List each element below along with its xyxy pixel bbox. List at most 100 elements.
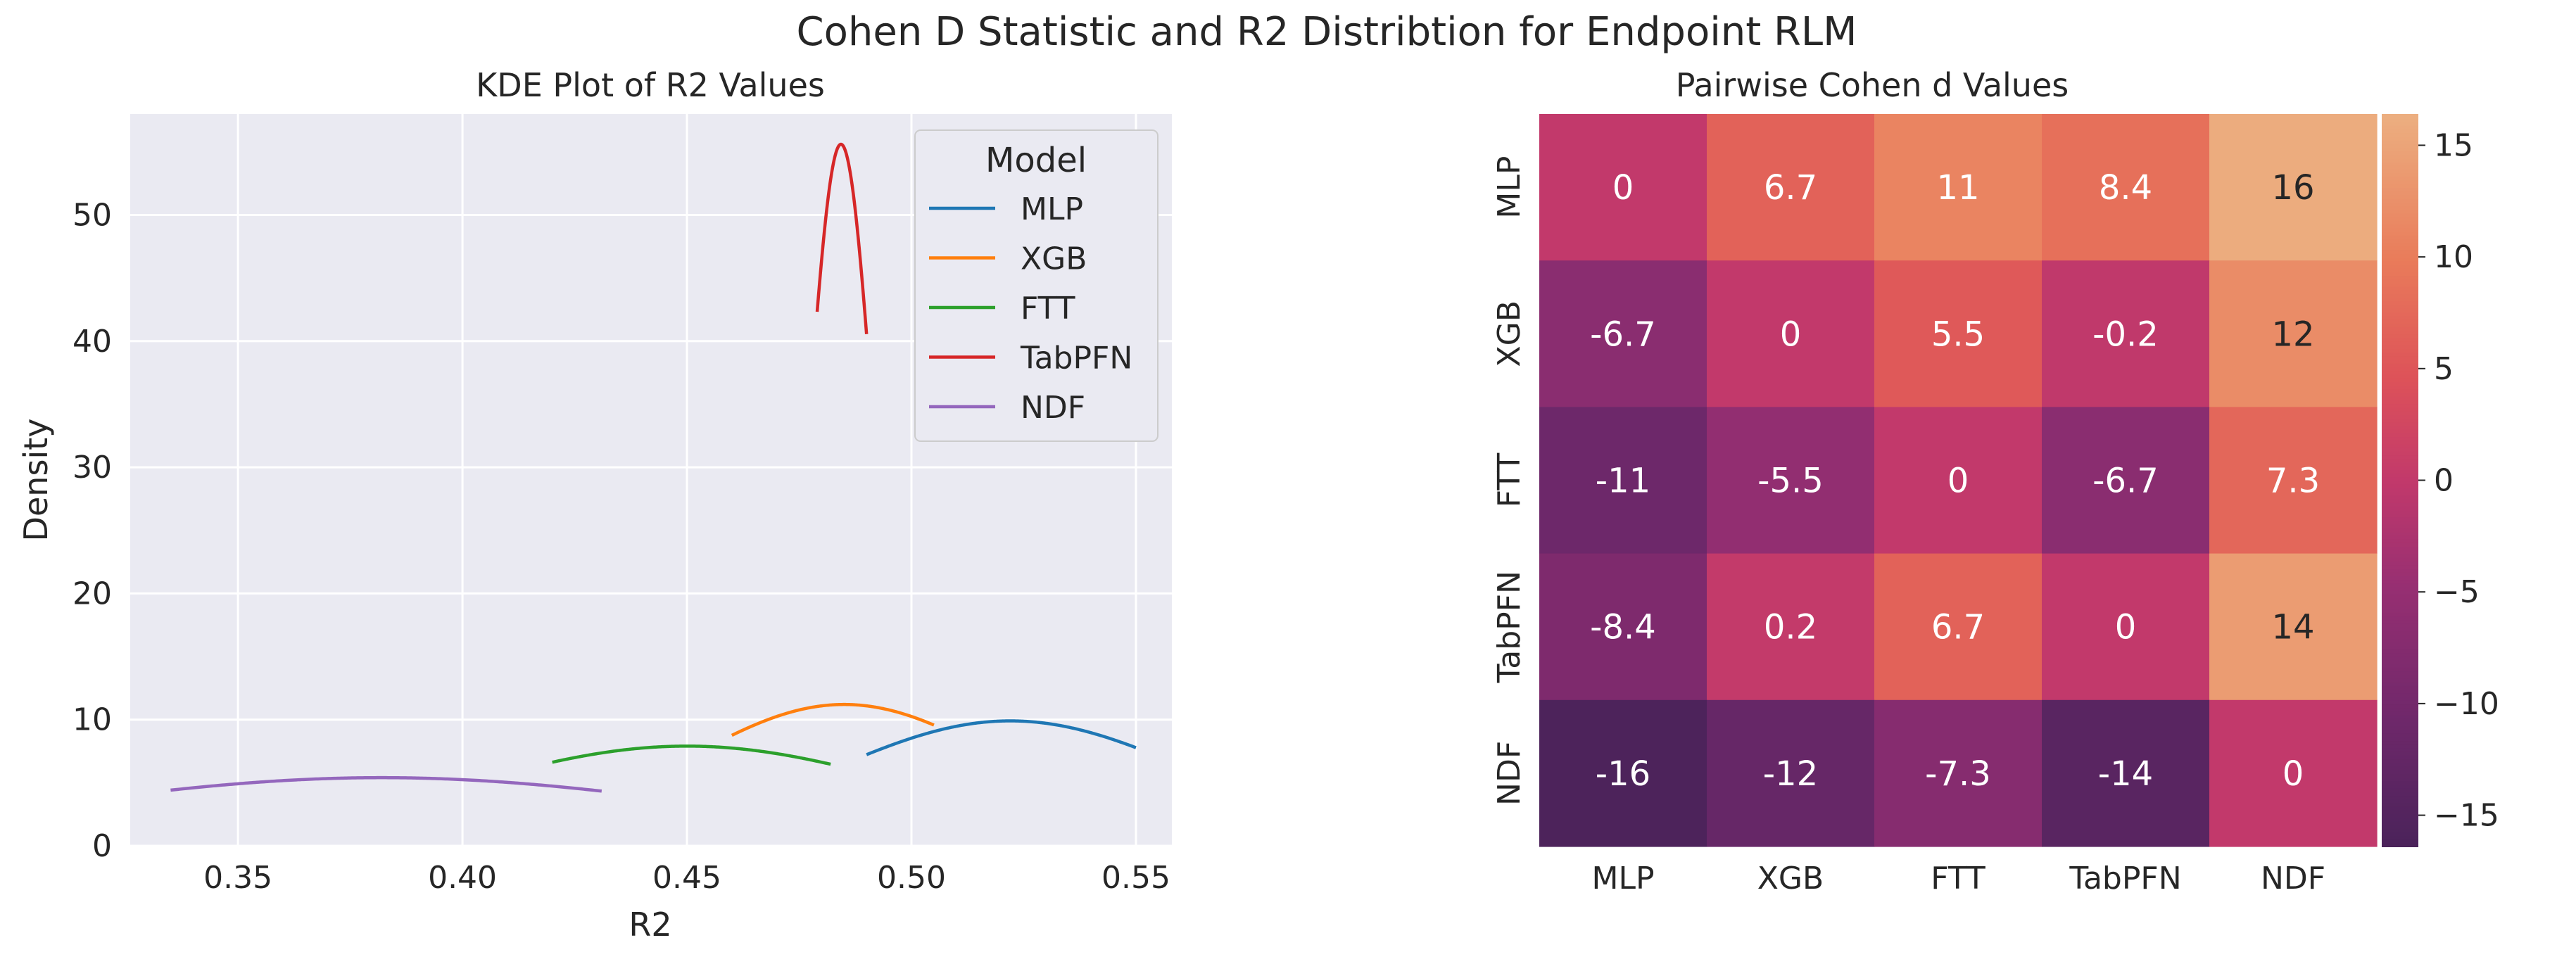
colorbar-segment <box>2382 476 2418 481</box>
colorbar-segment <box>2382 619 2418 624</box>
colorbar-segment <box>2382 355 2418 360</box>
heatmap-cell-label: -7.3 <box>1925 754 1991 794</box>
colorbar-segment <box>2382 362 2418 368</box>
colorbar-segment <box>2382 571 2418 576</box>
colorbar-segment <box>2382 246 2418 250</box>
colorbar-segment <box>2382 348 2418 353</box>
colorbar-segment <box>2382 114 2418 119</box>
colorbar-segment <box>2382 279 2418 284</box>
colorbar-segment <box>2382 638 2418 642</box>
colorbar-segment <box>2382 132 2418 137</box>
heatmap-cells <box>1539 114 2378 847</box>
heatmap-cell-label: -6.7 <box>1590 315 1656 354</box>
colorbar-segment <box>2382 531 2418 536</box>
colorbar-segment <box>2382 447 2418 452</box>
heatmap-row-label: XGB <box>1491 300 1527 367</box>
colorbar-segment <box>2382 809 2418 815</box>
colorbar-segment <box>2382 641 2418 646</box>
colorbar-segment <box>2382 824 2418 829</box>
colorbar-segment <box>2382 158 2418 163</box>
kde-y-tick-label: 50 <box>72 197 112 233</box>
figure-title: Cohen D Statistic and R2 Distribtion for… <box>797 9 1857 55</box>
heatmap-cell-label: -12 <box>1763 754 1818 794</box>
colorbar-segment <box>2382 820 2418 825</box>
colorbar-segment <box>2382 704 2418 709</box>
colorbar-segment <box>2382 121 2418 126</box>
colorbar-segment <box>2382 352 2418 357</box>
colorbar-tick-label: −15 <box>2434 798 2499 834</box>
colorbar-segment <box>2382 334 2418 338</box>
colorbar-segment <box>2382 561 2418 566</box>
colorbar-segment <box>2382 769 2418 774</box>
heatmap-cell <box>2209 260 2378 407</box>
legend-label-ftt: FTT <box>1021 291 1075 326</box>
colorbar-segment <box>2382 747 2418 752</box>
colorbar-segment <box>2382 495 2418 500</box>
colorbar-segment <box>2382 491 2418 496</box>
heatmap-column-label: MLP <box>1591 861 1654 896</box>
heatmap-cell-label: 0 <box>2115 608 2137 647</box>
kde-legend-items: MLP XGB FTT TabPFN NDF <box>929 191 1132 426</box>
colorbar-segment <box>2382 374 2418 379</box>
colorbar-segment <box>2382 271 2418 277</box>
heatmap-cell-label: -11 <box>1596 462 1650 501</box>
colorbar-segment <box>2382 480 2418 485</box>
heatmap-row-label: MLP <box>1491 156 1527 219</box>
colorbar-segment <box>2382 293 2418 298</box>
colorbar-segment <box>2382 586 2418 591</box>
colorbar-segment <box>2382 656 2418 661</box>
heatmap-panel: Pairwise Cohen d Values 0 6.7 11 8.4 16-6.7 0… <box>1491 66 2499 896</box>
colorbar-segment <box>2382 297 2418 302</box>
colorbar-segment <box>2382 813 2418 818</box>
colorbar-segment <box>2382 282 2418 287</box>
colorbar-segment <box>2382 538 2418 543</box>
colorbar-segment <box>2382 300 2418 305</box>
colorbar-segment <box>2382 304 2418 309</box>
colorbar-segment <box>2382 216 2418 221</box>
colorbar-segment <box>2382 784 2418 789</box>
colorbar-segment <box>2382 744 2418 749</box>
colorbar-segment <box>2382 795 2418 800</box>
colorbar-segment <box>2382 835 2418 840</box>
heatmap-cell <box>1874 260 2043 407</box>
heatmap-cell <box>2042 553 2210 701</box>
heatmap-row-labels: MLP XGB FTT TabPFN NDF <box>1491 156 1527 806</box>
heatmap-cell <box>1874 407 2043 554</box>
colorbar-segment <box>2382 161 2418 166</box>
colorbar-segment <box>2382 516 2418 521</box>
colorbar-segment <box>2382 685 2418 690</box>
colorbar-segment <box>2382 176 2418 181</box>
colorbar-segment <box>2382 429 2418 433</box>
colorbar-segment <box>2382 773 2418 778</box>
heatmap-cell <box>2042 260 2210 407</box>
colorbar-segment <box>2382 392 2418 397</box>
colorbar <box>2382 114 2418 847</box>
colorbar-segment <box>2382 249 2418 254</box>
colorbar-segment <box>2382 524 2418 529</box>
heatmap-cell <box>2042 407 2210 554</box>
colorbar-segment <box>2382 616 2418 621</box>
heatmap-cell-label: -8.4 <box>1590 608 1656 647</box>
heatmap-cell <box>1874 553 2043 701</box>
heatmap-title: Pairwise Cohen d Values <box>1676 66 2069 104</box>
colorbar-segment <box>2382 118 2418 122</box>
colorbar-tick-label: −5 <box>2434 574 2480 610</box>
colorbar-segment <box>2382 172 2418 177</box>
colorbar-segment <box>2382 740 2418 745</box>
colorbar-segment <box>2382 242 2418 247</box>
colorbar-segment <box>2382 611 2418 617</box>
colorbar-segment <box>2382 593 2418 599</box>
colorbar-segment <box>2382 652 2418 657</box>
heatmap-column-label: NDF <box>2261 861 2325 896</box>
colorbar-segment <box>2382 220 2418 225</box>
heatmap-cell <box>2042 699 2210 847</box>
colorbar-segment <box>2382 725 2418 730</box>
colorbar-segment <box>2382 787 2418 792</box>
colorbar-segment <box>2382 315 2418 320</box>
heatmap-cell-label: 0 <box>1947 462 1969 501</box>
colorbar-segment <box>2382 399 2418 405</box>
heatmap-cell-label: 14 <box>2271 608 2314 647</box>
colorbar-segment <box>2382 762 2418 767</box>
colorbar-segment <box>2382 699 2418 705</box>
colorbar-tick-labels: −15 −10 −5 0 5 10 15 <box>2418 127 2499 834</box>
